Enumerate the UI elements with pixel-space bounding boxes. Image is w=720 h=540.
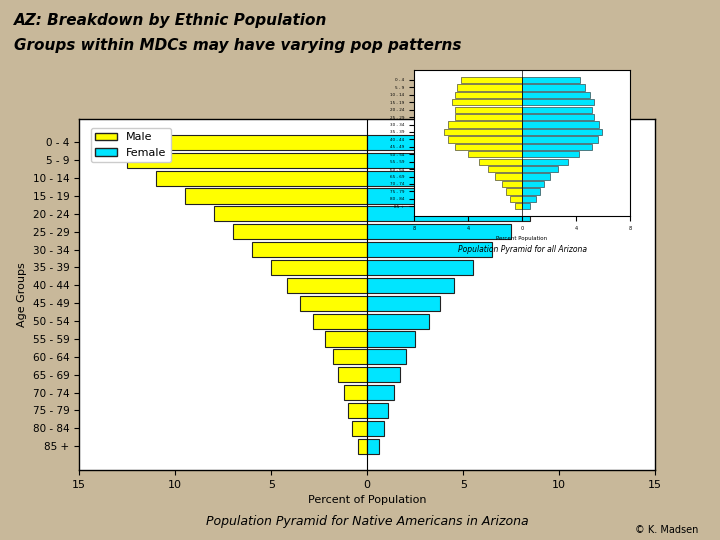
Bar	[214, 206, 367, 221]
Bar	[108, 135, 367, 150]
Bar	[367, 349, 405, 364]
Bar	[287, 278, 367, 293]
Bar	[367, 188, 555, 204]
Bar	[522, 159, 568, 165]
Bar	[454, 92, 522, 98]
Text: Groups within MDCs may have varying pop patterns: Groups within MDCs may have varying pop …	[14, 38, 462, 53]
Bar	[358, 438, 367, 454]
Bar	[338, 367, 367, 382]
Bar	[522, 114, 593, 120]
Bar	[367, 206, 531, 221]
Bar	[156, 171, 367, 186]
Bar	[333, 349, 367, 364]
Y-axis label: Age Groups: Age Groups	[17, 262, 27, 327]
Bar	[300, 295, 367, 311]
Bar	[233, 224, 367, 239]
Bar	[367, 135, 617, 150]
Bar	[522, 188, 539, 194]
Bar	[522, 92, 590, 98]
Bar	[522, 99, 593, 105]
Bar	[510, 195, 522, 202]
Bar	[448, 122, 522, 127]
Bar	[522, 136, 598, 143]
Bar	[457, 84, 522, 91]
Bar	[367, 171, 578, 186]
Bar	[127, 153, 367, 168]
Bar	[367, 421, 384, 436]
Bar	[452, 99, 522, 105]
Bar	[454, 114, 522, 120]
Bar	[516, 203, 522, 210]
Bar	[522, 122, 599, 127]
Bar	[522, 166, 559, 172]
Legend: Male, Female: Male, Female	[91, 128, 171, 163]
Bar	[468, 151, 522, 157]
Bar	[522, 151, 579, 157]
Bar	[325, 332, 367, 347]
Bar	[367, 438, 379, 454]
Text: Population Pyramid for Native Americans in Arizona: Population Pyramid for Native Americans …	[206, 515, 528, 529]
Bar	[522, 77, 580, 83]
X-axis label: Percent of Population: Percent of Population	[308, 495, 426, 505]
Bar	[522, 129, 602, 135]
Text: Population Pyramid for all Arizona: Population Pyramid for all Arizona	[457, 245, 587, 254]
Bar	[367, 332, 415, 347]
Bar	[522, 84, 585, 91]
Bar	[522, 181, 544, 187]
Bar	[367, 224, 511, 239]
Bar	[454, 144, 522, 150]
Bar	[488, 166, 522, 172]
Bar	[313, 314, 367, 329]
Bar	[367, 385, 394, 400]
Bar	[522, 173, 550, 180]
Bar	[462, 77, 522, 83]
Bar	[367, 314, 428, 329]
Bar	[522, 144, 593, 150]
Bar	[352, 421, 367, 436]
Bar	[367, 367, 400, 382]
Bar	[454, 106, 522, 113]
Bar	[271, 260, 367, 275]
Bar	[185, 188, 367, 204]
Bar	[367, 403, 388, 418]
Bar	[252, 242, 367, 257]
Bar	[505, 188, 522, 194]
Bar	[444, 129, 522, 135]
Bar	[522, 195, 536, 202]
Bar	[367, 260, 473, 275]
Bar	[448, 136, 522, 143]
Bar	[522, 203, 530, 210]
Bar	[367, 153, 598, 168]
Bar	[367, 242, 492, 257]
Bar	[479, 159, 522, 165]
Text: AZ: Breakdown by Ethnic Population: AZ: Breakdown by Ethnic Population	[14, 14, 328, 29]
Bar	[495, 173, 522, 180]
Text: © K. Madsen: © K. Madsen	[635, 524, 698, 535]
Bar	[367, 278, 454, 293]
Bar	[502, 181, 522, 187]
Bar	[348, 403, 367, 418]
Bar	[344, 385, 367, 400]
X-axis label: Percent Population: Percent Population	[496, 237, 548, 241]
Bar	[367, 295, 440, 311]
Bar	[522, 106, 593, 113]
